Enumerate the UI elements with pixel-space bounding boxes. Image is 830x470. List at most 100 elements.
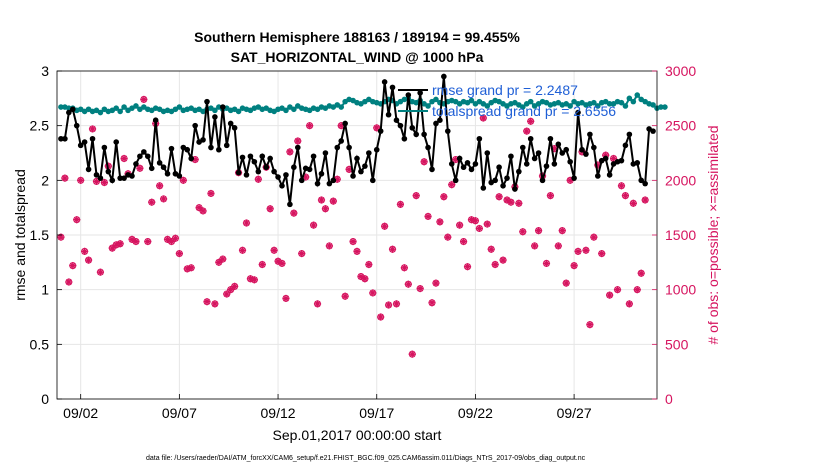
rmse-point xyxy=(464,160,471,166)
rmse-point xyxy=(551,161,558,167)
assimilated-obs-marker xyxy=(203,298,211,306)
left-tick-label: 0 xyxy=(41,391,49,407)
totalspread-point xyxy=(176,104,183,110)
assimilated-obs-marker xyxy=(440,193,448,201)
assimilated-obs-marker xyxy=(594,161,602,169)
assimilated-obs-marker xyxy=(57,233,65,241)
rmse-point xyxy=(259,153,266,160)
right-tick-label: 3000 xyxy=(665,63,696,79)
totalspread-point xyxy=(606,101,613,107)
assimilated-obs-marker xyxy=(515,199,523,207)
rmse-point xyxy=(168,145,175,152)
assimilated-obs-marker xyxy=(487,245,495,253)
assimilated-obs-marker xyxy=(231,282,239,290)
x-axis-label: Sep.01,2017 00:00:00 start xyxy=(273,427,442,443)
assimilated-obs-marker xyxy=(467,216,476,224)
assimilated-obs-marker xyxy=(333,175,341,183)
assimilated-obs-marker xyxy=(298,249,306,258)
assimilated-obs-marker xyxy=(77,176,85,184)
assimilated-obs-marker xyxy=(286,148,294,156)
assimilated-obs-marker xyxy=(108,244,116,252)
rmse-point xyxy=(144,153,151,160)
assimilated-obs-marker xyxy=(171,234,180,242)
right-tick-label: 500 xyxy=(665,336,689,352)
rmse-point xyxy=(247,153,254,160)
rmse-point xyxy=(472,161,479,167)
assimilated-obs-marker xyxy=(270,246,278,254)
right-axis-ticks: 0 500 1000 1500 2000 2500 3000 xyxy=(652,63,696,407)
rmse-point xyxy=(409,125,416,131)
rmse-point xyxy=(618,157,625,164)
assimilated-obs-marker xyxy=(463,263,472,271)
legend-rmse-label: rmse grand pr = 2.2487 xyxy=(432,82,578,98)
rmse-point xyxy=(275,174,281,180)
totalspread-point xyxy=(338,104,345,110)
rmse-point xyxy=(117,175,123,181)
assimilated-obs-marker xyxy=(365,260,373,269)
rmse-point xyxy=(456,155,463,162)
left-tick-label: 1 xyxy=(41,282,49,298)
x-tick-label: 09/22 xyxy=(458,405,493,421)
assimilated-obs-marker xyxy=(503,196,511,204)
rmse-point xyxy=(223,142,230,149)
assimilated-obs-marker xyxy=(266,205,274,213)
rmse-point xyxy=(535,150,542,156)
rmse-point xyxy=(85,166,92,173)
assimilated-obs-marker xyxy=(167,237,176,246)
rmse-point xyxy=(251,158,258,165)
assimilated-obs-marker xyxy=(144,237,152,246)
assimilated-obs-marker xyxy=(278,259,286,268)
assimilated-obs-marker xyxy=(100,178,108,187)
rmse-point xyxy=(101,144,108,151)
assimilated-obs-marker xyxy=(392,300,401,308)
rmse-point xyxy=(318,170,325,177)
assimilated-obs-marker xyxy=(313,300,322,308)
assimilated-obs-marker xyxy=(570,262,578,270)
assimilated-obs-marker xyxy=(377,313,385,321)
rmse-point xyxy=(460,164,467,171)
assimilated-obs-marker xyxy=(408,350,416,358)
rmse-point xyxy=(330,177,337,184)
rmse-point xyxy=(638,177,645,184)
assimilated-obs-marker xyxy=(582,246,590,254)
assimilated-obs-marker xyxy=(621,192,630,200)
rmse-point xyxy=(204,98,210,105)
assimilated-obs-marker xyxy=(373,124,381,132)
rmse-point xyxy=(369,177,376,184)
assimilated-obs-marker xyxy=(412,192,420,200)
assimilated-obs-marker xyxy=(574,247,582,255)
rmse-point xyxy=(531,155,538,162)
rmse-point xyxy=(338,138,345,144)
rmse-point xyxy=(77,142,84,149)
totalspread-point xyxy=(425,103,431,109)
rmse-point xyxy=(358,168,364,175)
assimilated-obs-marker xyxy=(317,196,326,204)
assimilated-obs-marker xyxy=(191,155,199,164)
assimilated-obs-marker xyxy=(456,221,464,229)
assimilated-obs-marker xyxy=(238,246,247,254)
rmse-point xyxy=(227,120,234,127)
assimilated-obs-marker xyxy=(613,286,622,294)
rmse-point xyxy=(519,144,526,151)
assimilated-obs-marker xyxy=(321,205,330,213)
x-tick-label: 09/02 xyxy=(63,405,98,421)
rmse-point xyxy=(354,155,360,162)
rmse-point xyxy=(512,186,518,192)
assimilated-obs-marker xyxy=(459,237,468,246)
totalspread-point xyxy=(468,97,475,104)
assimilated-obs-marker xyxy=(416,284,424,293)
assimilated-obs-marker xyxy=(381,222,389,230)
rmse-point xyxy=(555,141,562,148)
assimilated-obs-marker xyxy=(349,237,357,246)
rmse-point xyxy=(141,149,147,155)
rmse-point xyxy=(452,177,459,184)
rmse-point xyxy=(156,160,163,166)
assimilated-obs-marker xyxy=(633,286,641,294)
rmse-series xyxy=(58,73,656,208)
rmse-point xyxy=(243,172,250,178)
assimilated-obs-marker xyxy=(404,280,412,288)
assimilated-obs-marker xyxy=(183,265,191,273)
assimilated-obs-marker xyxy=(156,182,164,190)
totalspread-point xyxy=(626,95,633,102)
